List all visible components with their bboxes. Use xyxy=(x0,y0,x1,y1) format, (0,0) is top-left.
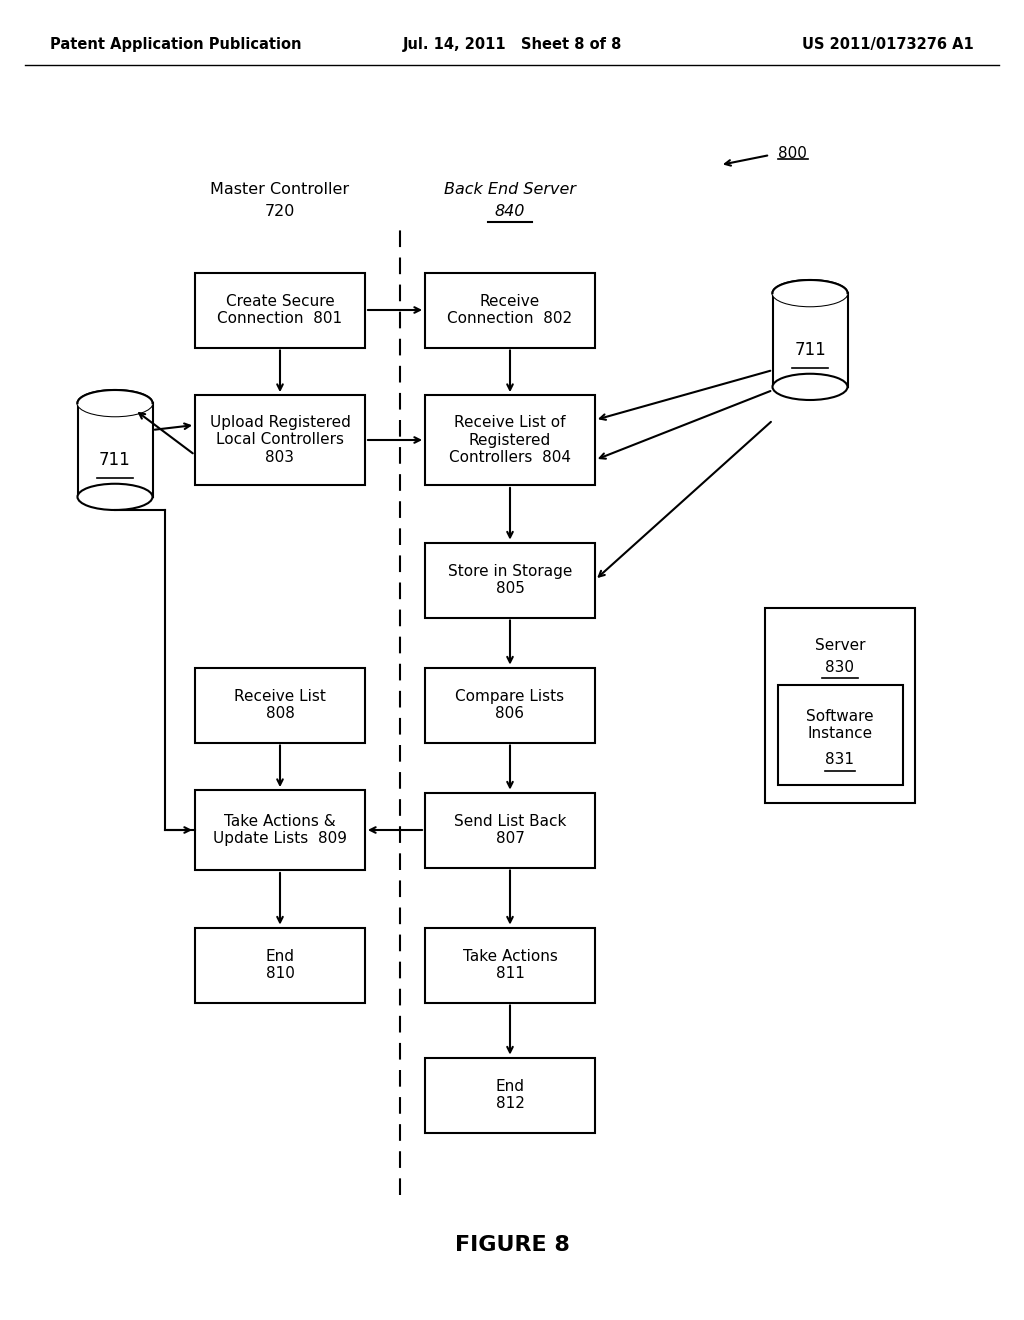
Text: US 2011/0173276 A1: US 2011/0173276 A1 xyxy=(802,37,974,53)
Ellipse shape xyxy=(78,483,153,510)
Text: Jul. 14, 2011   Sheet 8 of 8: Jul. 14, 2011 Sheet 8 of 8 xyxy=(402,37,622,53)
FancyBboxPatch shape xyxy=(425,928,595,1002)
Text: Master Controller: Master Controller xyxy=(211,182,349,198)
Ellipse shape xyxy=(772,280,848,306)
FancyBboxPatch shape xyxy=(195,272,365,347)
FancyBboxPatch shape xyxy=(195,395,365,484)
FancyBboxPatch shape xyxy=(195,668,365,742)
Text: End
810: End 810 xyxy=(265,949,295,981)
Text: Compare Lists
806: Compare Lists 806 xyxy=(456,689,564,721)
Text: Software
Instance: Software Instance xyxy=(806,709,873,742)
Text: Patent Application Publication: Patent Application Publication xyxy=(50,37,301,53)
FancyBboxPatch shape xyxy=(425,668,595,742)
FancyBboxPatch shape xyxy=(425,543,595,618)
Text: Store in Storage
805: Store in Storage 805 xyxy=(447,564,572,597)
Text: 711: 711 xyxy=(795,341,826,359)
Text: Receive
Connection  802: Receive Connection 802 xyxy=(447,294,572,326)
Text: 720: 720 xyxy=(265,205,295,219)
Text: Take Actions
811: Take Actions 811 xyxy=(463,949,557,981)
Text: Receive List of
Registered
Controllers  804: Receive List of Registered Controllers 8… xyxy=(449,414,571,465)
Text: 831: 831 xyxy=(825,752,854,767)
FancyBboxPatch shape xyxy=(78,403,153,496)
Text: Upload Registered
Local Controllers
803: Upload Registered Local Controllers 803 xyxy=(210,414,350,465)
Text: 830: 830 xyxy=(825,660,854,675)
Ellipse shape xyxy=(772,374,848,400)
Text: Take Actions &
Update Lists  809: Take Actions & Update Lists 809 xyxy=(213,814,347,846)
Text: FIGURE 8: FIGURE 8 xyxy=(455,1236,569,1255)
Ellipse shape xyxy=(78,389,153,416)
FancyBboxPatch shape xyxy=(195,789,365,870)
FancyBboxPatch shape xyxy=(777,685,902,785)
Ellipse shape xyxy=(78,389,153,416)
Text: End
812: End 812 xyxy=(496,1078,524,1111)
Text: 800: 800 xyxy=(778,145,807,161)
FancyBboxPatch shape xyxy=(765,607,915,803)
Ellipse shape xyxy=(772,280,848,306)
Text: Server: Server xyxy=(815,638,865,652)
Text: 711: 711 xyxy=(99,451,131,469)
Text: Send List Back
807: Send List Back 807 xyxy=(454,814,566,846)
FancyBboxPatch shape xyxy=(425,395,595,484)
Text: 840: 840 xyxy=(495,205,525,219)
Text: Receive List
808: Receive List 808 xyxy=(234,689,326,721)
FancyBboxPatch shape xyxy=(425,1057,595,1133)
Text: Back End Server: Back End Server xyxy=(444,182,575,198)
FancyBboxPatch shape xyxy=(195,928,365,1002)
FancyBboxPatch shape xyxy=(425,792,595,867)
FancyBboxPatch shape xyxy=(772,293,848,387)
FancyBboxPatch shape xyxy=(425,272,595,347)
Text: Create Secure
Connection  801: Create Secure Connection 801 xyxy=(217,294,343,326)
